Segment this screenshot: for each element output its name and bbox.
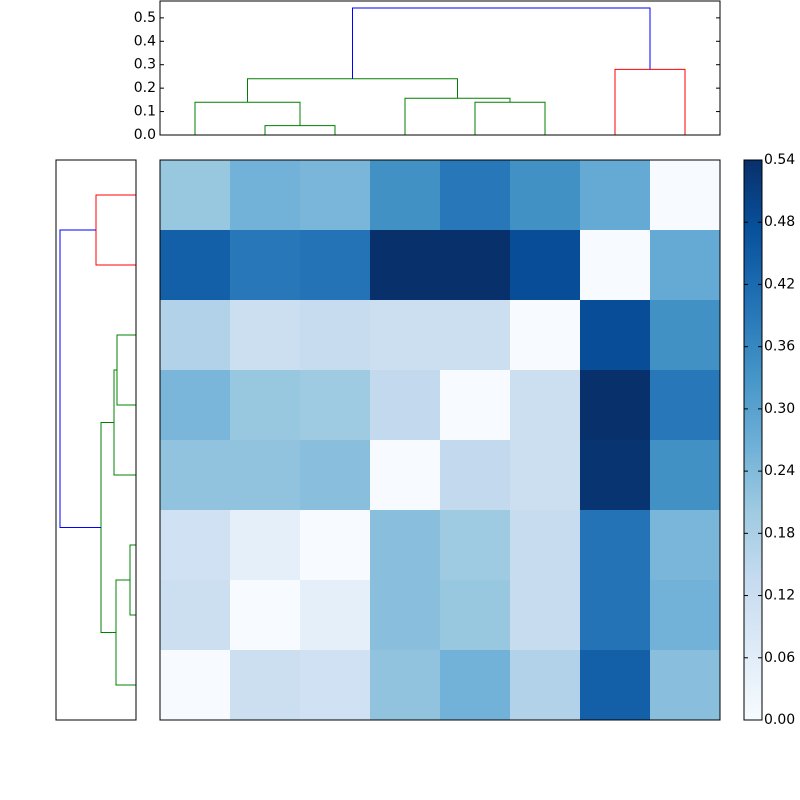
heat-cell	[440, 160, 511, 231]
heat-cell	[440, 370, 511, 441]
heat-cell	[580, 230, 651, 301]
heat-cell	[510, 650, 581, 721]
heat-cell	[230, 650, 301, 721]
colorbar-tick-label: 0.42	[764, 276, 795, 292]
dendrogram-link	[116, 334, 136, 406]
heat-cell	[510, 580, 581, 651]
colorbar-tick-label: 0.24	[764, 463, 795, 479]
heat-cell	[160, 300, 231, 371]
heat-cell	[300, 300, 371, 371]
y-tick-label: 0.4	[134, 33, 156, 49]
heat-cell	[510, 160, 581, 231]
heat-cell	[650, 650, 721, 721]
heat-cell	[510, 370, 581, 441]
heat-cell	[230, 300, 301, 371]
dendrogram-link	[129, 544, 136, 616]
heat-cell	[580, 160, 651, 231]
heat-cell	[580, 580, 651, 651]
colorbar-tick-label: 0.36	[764, 339, 795, 355]
heat-cell	[300, 650, 371, 721]
heat-cell	[230, 580, 301, 651]
heat-cell	[160, 580, 231, 651]
heat-cell	[300, 160, 371, 231]
heat-cell	[370, 160, 441, 231]
heat-cell	[510, 300, 581, 371]
heat-cell	[370, 230, 441, 301]
dendrogram-link	[474, 101, 546, 135]
heat-cell	[370, 370, 441, 441]
colorbar-frame	[743, 159, 763, 721]
colorbar-tick-label: 0.54	[764, 152, 795, 168]
heat-cell	[580, 370, 651, 441]
left-dendrogram-frame	[55, 159, 137, 721]
heat-cell	[510, 440, 581, 511]
heatmap-frame	[159, 159, 721, 721]
y-tick-label: 0.0	[134, 127, 156, 143]
heat-cell	[650, 370, 721, 441]
heat-cell	[440, 300, 511, 371]
heat-cell	[650, 510, 721, 581]
heat-cell	[650, 230, 721, 301]
heat-cell	[440, 650, 511, 721]
heat-cell	[580, 510, 651, 581]
heat-cell	[510, 510, 581, 581]
heat-cell	[160, 160, 231, 231]
dendrogram-link	[95, 194, 136, 266]
colorbar-tick-label: 0.12	[764, 588, 795, 604]
heat-cell	[440, 230, 511, 301]
heat-cell	[650, 580, 721, 651]
colorbar-tick-label: 0.48	[764, 214, 795, 230]
heat-cell	[650, 160, 721, 231]
heat-cell	[160, 370, 231, 441]
y-tick-label: 0.1	[134, 104, 156, 120]
heat-cell	[300, 580, 371, 651]
heat-cell	[230, 510, 301, 581]
heat-cell	[580, 440, 651, 511]
heat-cell	[510, 230, 581, 301]
heat-cell	[440, 580, 511, 651]
heat-cell	[300, 440, 371, 511]
heat-cell	[440, 440, 511, 511]
heat-cell	[300, 370, 371, 441]
y-tick-label: 0.5	[134, 10, 156, 26]
dendrogram-link	[404, 97, 511, 135]
heat-cell	[370, 440, 441, 511]
heat-cell	[160, 440, 231, 511]
colorbar	[744, 160, 762, 720]
heat-cell	[580, 300, 651, 371]
heat-cell	[300, 230, 371, 301]
dendrogram-link	[264, 125, 336, 135]
heat-cell	[230, 230, 301, 301]
heat-cell	[440, 510, 511, 581]
dendrogram-link	[194, 101, 301, 135]
dendrogram-link	[115, 579, 136, 686]
heat-cell	[370, 650, 441, 721]
heat-cell	[370, 300, 441, 371]
colorbar-tick-label: 0.30	[764, 401, 795, 417]
heat-cell	[650, 300, 721, 371]
heat-cell	[230, 160, 301, 231]
top-dendrogram-frame	[159, 0, 721, 136]
heat-cell	[160, 650, 231, 721]
heat-cell	[160, 230, 231, 301]
colorbar-tick-label: 0.06	[764, 650, 795, 666]
colorbar-tick-label: 0.00	[764, 712, 795, 728]
dendrogram-link	[352, 7, 651, 79]
heat-cell	[580, 650, 651, 721]
y-tick-label: 0.3	[134, 57, 156, 73]
heat-cell	[160, 510, 231, 581]
heat-cell	[370, 580, 441, 651]
colorbar-tick-label: 0.18	[764, 525, 795, 541]
dendrogram-link	[59, 229, 101, 528]
y-tick-label: 0.2	[134, 80, 156, 96]
heat-cell	[230, 440, 301, 511]
dendrogram-link	[614, 68, 686, 135]
heat-cell	[230, 370, 301, 441]
heat-cell	[300, 510, 371, 581]
heat-cell	[650, 440, 721, 511]
heat-cell	[370, 510, 441, 581]
plot-layer: 0.00 0.06 0.12 0.18 0.24 0.30 0.36 0.42 0.48 0.54…	[55, 0, 795, 728]
